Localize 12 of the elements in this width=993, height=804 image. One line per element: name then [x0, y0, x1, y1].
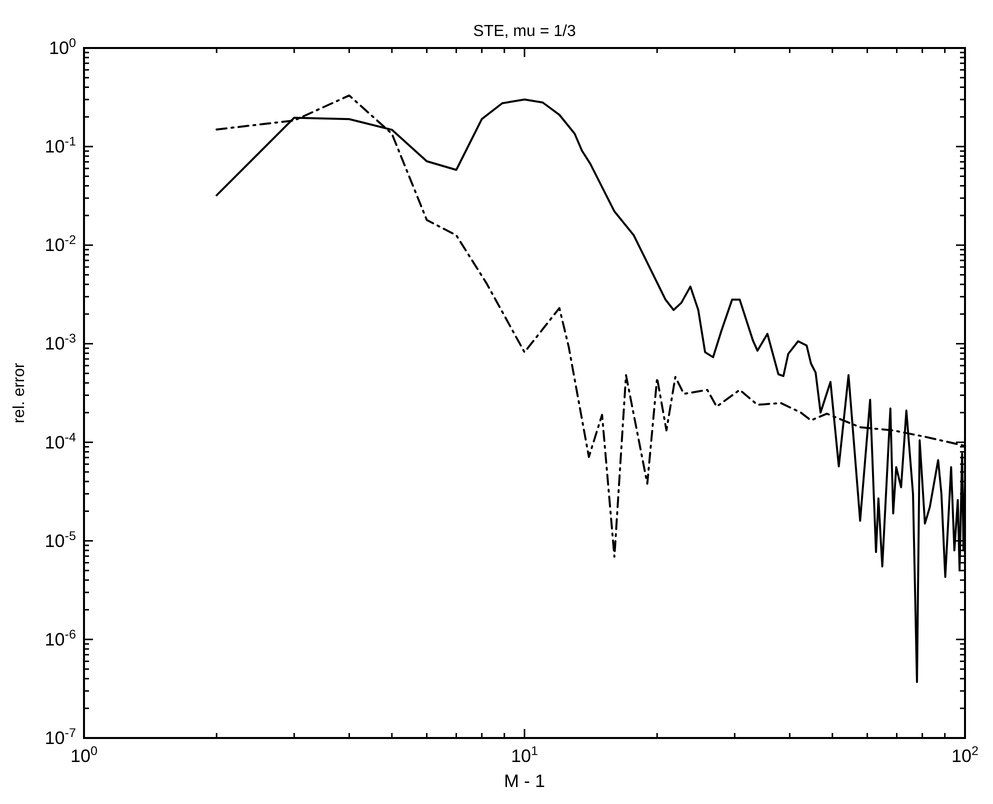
x-tick-label: 10$^{2}$: [951, 744, 979, 766]
y-tick-label: 10$^{-4}$: [44, 430, 76, 452]
x-axis-title: M - 1: [504, 771, 546, 791]
chart-title: STE, mu = 1/3: [473, 23, 576, 40]
y-tick-label: 10$^{-2}$: [44, 233, 76, 256]
y-tick-label: 10$^{-6}$: [44, 627, 76, 650]
y-axis-title: rel. error: [11, 362, 28, 424]
y-tick-label: 10$^{0}$: [48, 36, 76, 58]
x-tick-label: 10$^{1}$: [510, 744, 538, 766]
y-tick-label: 10$^{-1}$: [44, 134, 76, 157]
y-tick-label: 10$^{-5}$: [44, 528, 76, 551]
y-tick-label: 10$^{-3}$: [44, 332, 76, 354]
